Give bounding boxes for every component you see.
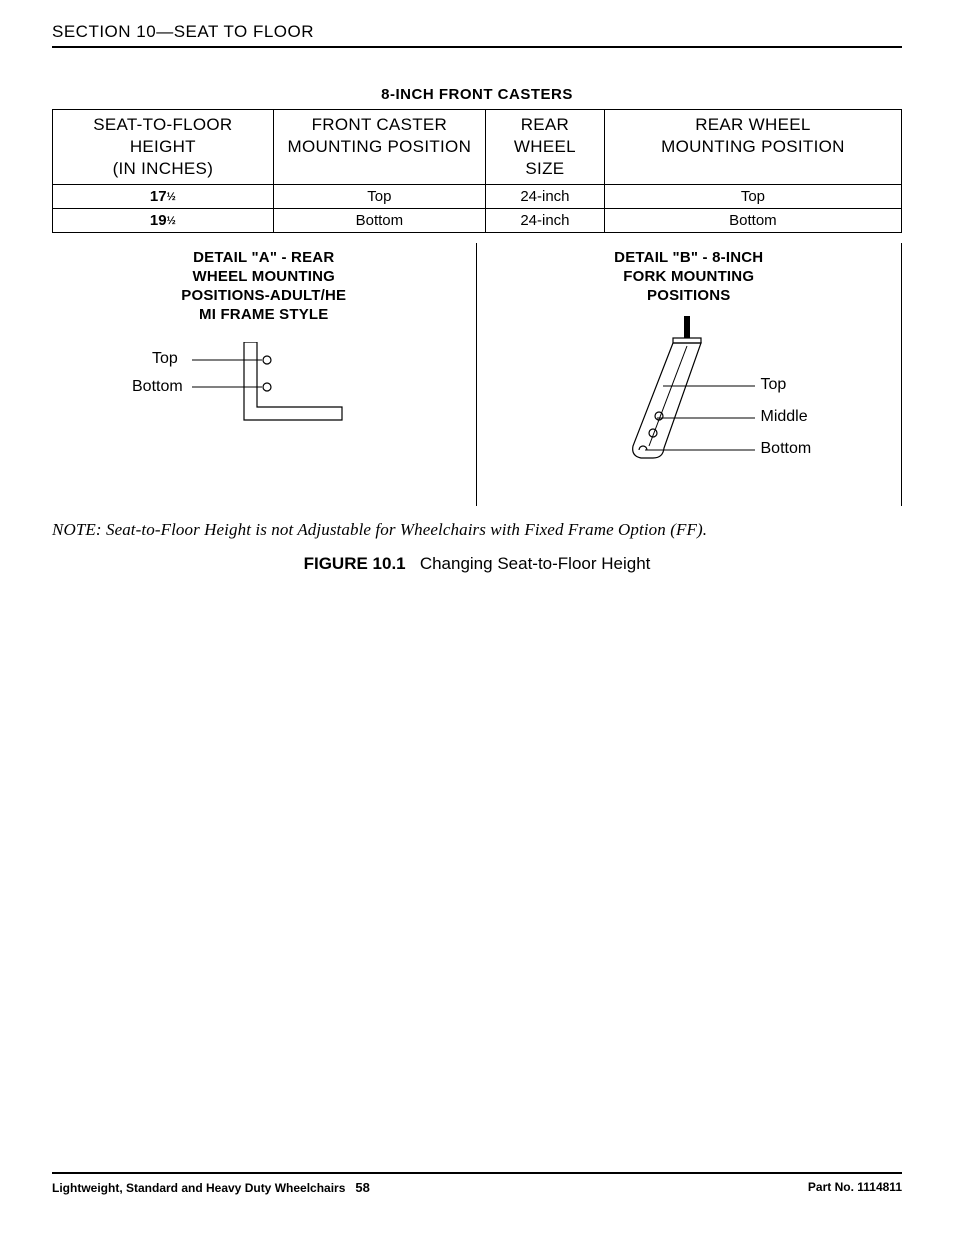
footer-doc-title: Lightweight, Standard and Heavy Duty Whe… [52, 1181, 345, 1195]
details-row: DETAIL "A" - REARWHEEL MOUNTINGPOSITIONS… [52, 243, 902, 505]
detail-a-diagram: Top Bottom [62, 342, 466, 452]
detail-b-panel: DETAIL "B" - 8-INCHFORK MOUNTINGPOSITION… [477, 243, 902, 505]
casters-table: SEAT-TO-FLOORHEIGHT(IN INCHES) FRONT CAS… [52, 109, 902, 233]
table-cell: Bottom [273, 209, 485, 233]
label-bottom: Bottom [761, 440, 812, 458]
figure-caption: FIGURE 10.1 Changing Seat-to-Floor Heigh… [52, 554, 902, 574]
label-top: Top [761, 376, 787, 394]
detail-b-svg [487, 316, 887, 476]
section-header: SECTION 10—SEAT TO FLOOR [52, 22, 902, 48]
table-row: 19½ Bottom 24-inch Bottom [53, 209, 902, 233]
table-cell: 19½ [53, 209, 274, 233]
col-header: SEAT-TO-FLOORHEIGHT(IN INCHES) [53, 110, 274, 185]
footer-page-number: 58 [355, 1180, 369, 1195]
footer-right: Part No. 1114811 [808, 1180, 902, 1195]
label-bottom: Bottom [132, 378, 183, 396]
label-middle: Middle [761, 408, 808, 426]
note-text: NOTE: Seat-to-Floor Height is not Adjust… [52, 520, 902, 540]
footer-left: Lightweight, Standard and Heavy Duty Whe… [52, 1180, 370, 1195]
table-cell: Top [604, 185, 901, 209]
detail-b-title: DETAIL "B" - 8-INCHFORK MOUNTINGPOSITION… [487, 249, 892, 305]
figure-text: Changing Seat-to-Floor Height [420, 554, 651, 573]
table-cell: 24-inch [485, 209, 604, 233]
label-top: Top [152, 350, 178, 368]
table-row: 17½ Top 24-inch Top [53, 185, 902, 209]
detail-a-svg [62, 342, 442, 452]
col-header: REAR WHEELMOUNTING POSITION [604, 110, 901, 185]
table-cell: 17½ [53, 185, 274, 209]
table-cell: 24-inch [485, 185, 604, 209]
table-title: 8-INCH FRONT CASTERS [52, 86, 902, 103]
detail-a-title: DETAIL "A" - REARWHEEL MOUNTINGPOSITIONS… [62, 249, 466, 324]
figure-label: FIGURE 10.1 [304, 554, 406, 573]
col-header: REARWHEELSIZE [485, 110, 604, 185]
table-cell: Top [273, 185, 485, 209]
table-cell: Bottom [604, 209, 901, 233]
col-header: FRONT CASTERMOUNTING POSITION [273, 110, 485, 185]
detail-b-diagram: Top Middle Bottom [487, 316, 892, 466]
table-header-row: SEAT-TO-FLOORHEIGHT(IN INCHES) FRONT CAS… [53, 110, 902, 185]
detail-a-panel: DETAIL "A" - REARWHEEL MOUNTINGPOSITIONS… [52, 243, 477, 505]
page-footer: Lightweight, Standard and Heavy Duty Whe… [52, 1172, 902, 1195]
